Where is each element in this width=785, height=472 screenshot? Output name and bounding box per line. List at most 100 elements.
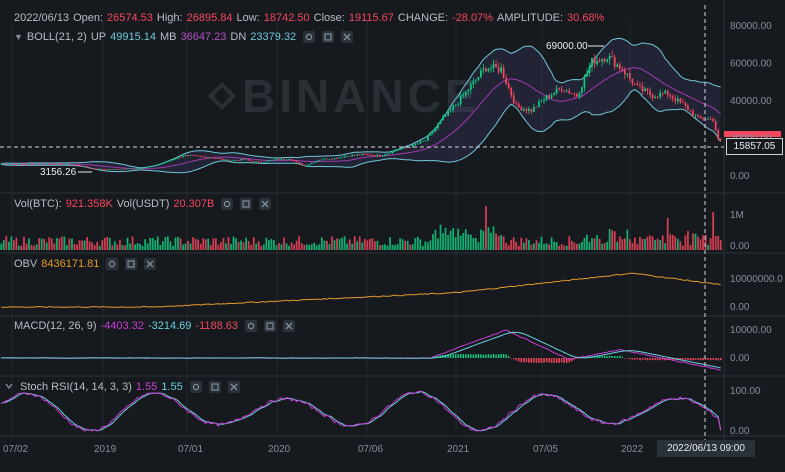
volume-bar: [187, 240, 189, 250]
volume-bar: [159, 244, 162, 250]
candle-body: [58, 163, 61, 165]
volume-bar: [411, 244, 414, 250]
macd-histogram-bar: [565, 358, 568, 363]
candle-body: [421, 140, 424, 142]
candle-body: [454, 105, 457, 106]
settings-icon[interactable]: [322, 31, 335, 43]
candle-body: [661, 92, 664, 94]
obv-label: OBV: [14, 258, 38, 270]
close-icon[interactable]: [341, 31, 354, 43]
volume-bar: [644, 238, 646, 250]
volume-bar: [250, 244, 253, 250]
macd-histogram-bar: [616, 356, 618, 358]
volume-bar: [505, 242, 508, 250]
volume-bar: [692, 233, 694, 250]
amplitude-value: 30.68%: [567, 12, 605, 24]
candle-body: [507, 83, 510, 88]
volume-bar: [73, 243, 76, 250]
eye-icon[interactable]: [303, 31, 316, 43]
candle-body: [18, 163, 20, 165]
volume-bar: [232, 236, 235, 250]
volume-bar: [548, 244, 550, 250]
candle-body: [247, 159, 250, 161]
candle-body: [429, 132, 432, 136]
collapse-arrow-icon[interactable]: [4, 381, 14, 391]
hide-indicator-arrow-icon[interactable]: ▼: [14, 32, 23, 42]
candle-body: [305, 165, 308, 167]
candle-body: [477, 77, 480, 80]
volume-bar: [129, 243, 131, 250]
eye-icon[interactable]: [221, 198, 234, 210]
eye-icon[interactable]: [106, 258, 119, 270]
candle-body: [462, 95, 465, 96]
settings-icon[interactable]: [125, 258, 138, 270]
volume-bar: [285, 243, 288, 250]
candle-body: [427, 135, 429, 141]
candle-body: [202, 156, 205, 158]
volume-bar: [116, 244, 119, 250]
volume-bar: [714, 236, 717, 250]
macd-histogram-bar: [717, 358, 719, 361]
volume-bar: [409, 244, 412, 250]
eye-icon[interactable]: [189, 381, 202, 393]
candle-body: [303, 165, 306, 167]
volume-bar: [225, 243, 227, 250]
candle-body: [278, 159, 280, 160]
candle-body: [262, 162, 265, 163]
close-icon[interactable]: [259, 198, 272, 210]
macd-histogram-bar: [477, 354, 480, 358]
macd-histogram-bar: [528, 358, 530, 363]
volume-bar: [558, 245, 561, 250]
macd-histogram-bar: [454, 354, 457, 358]
volume-bar: [179, 238, 182, 250]
candle-body: [654, 96, 656, 99]
candle-body: [192, 155, 195, 156]
candle-body: [416, 143, 419, 145]
volume-bar: [45, 242, 48, 250]
close-icon[interactable]: [227, 381, 240, 393]
candle-body: [676, 98, 679, 102]
macd-legend: MACD(12, 26, 9) -4403.32 -3214.69 -1188.…: [14, 319, 296, 333]
candle-body: [230, 160, 232, 162]
candle-body: [578, 93, 581, 97]
volume-bar: [666, 218, 669, 250]
volume-bar: [326, 240, 328, 250]
candle-body: [538, 101, 540, 108]
close-icon[interactable]: [283, 320, 296, 332]
candle-body: [401, 147, 404, 149]
candle-body: [214, 158, 217, 159]
close-icon[interactable]: [144, 258, 157, 270]
candle-body: [283, 158, 285, 160]
candle-body: [371, 155, 374, 157]
volume-bar: [492, 226, 495, 250]
volume-bar: [376, 240, 379, 250]
candle-body: [480, 70, 482, 78]
settings-icon[interactable]: [208, 381, 221, 393]
candle-body: [555, 88, 558, 94]
settings-icon[interactable]: [240, 198, 253, 210]
candle-body: [242, 159, 245, 160]
volume-bar: [40, 238, 43, 250]
volume-bar: [502, 236, 505, 250]
price-tick-label: 60000.00: [730, 59, 772, 70]
candle-body: [295, 161, 298, 162]
candle-body: [116, 168, 119, 170]
candle-body: [245, 159, 248, 161]
volume-bar: [550, 237, 553, 250]
candle-body: [601, 58, 603, 62]
candle-body: [96, 168, 99, 170]
volume-bar: [654, 240, 656, 250]
volume-bar: [462, 233, 465, 250]
candle-body: [510, 87, 513, 96]
macd-value-1: -4403.32: [100, 320, 144, 332]
eye-icon[interactable]: [245, 320, 258, 332]
settings-icon[interactable]: [264, 320, 277, 332]
volume-bar: [220, 242, 222, 250]
candle-body: [134, 168, 136, 170]
volume-bar: [527, 240, 530, 250]
candle-body: [419, 141, 422, 144]
volume-bar: [48, 237, 51, 250]
candle-body: [447, 110, 449, 116]
